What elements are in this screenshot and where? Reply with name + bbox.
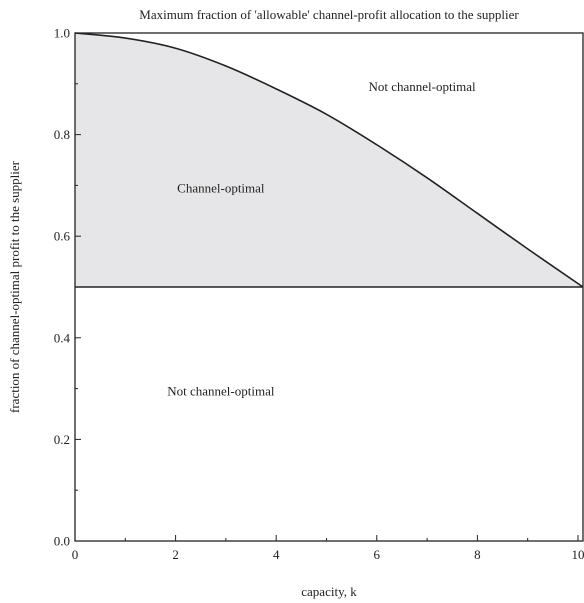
x-axis-label: capacity, k <box>301 584 357 599</box>
plot-area: 0 2 4 6 8 10 0.0 0.2 0.4 0.6 0.8 1.0 Not channel-opt… <box>54 26 584 563</box>
boundary-curve <box>74 32 584 288</box>
y-tick-label: 0.0 <box>54 534 70 549</box>
x-tick-label: 8 <box>474 547 481 562</box>
chart-title: Maximum fraction of 'allowable' channel-… <box>139 7 519 22</box>
x-tick-label: 6 <box>374 547 381 562</box>
y-tick-label: 1.0 <box>54 26 70 41</box>
x-tick-label: 2 <box>172 547 179 562</box>
region-annotation: Not channel-optimal <box>368 79 476 94</box>
x-tick-label: 4 <box>273 547 280 562</box>
x-tick-label: 0 <box>72 547 79 562</box>
region-annotation: Channel-optimal <box>177 180 265 195</box>
y-tick-label: 0.6 <box>54 229 71 244</box>
y-tick-label: 0.2 <box>54 432 70 447</box>
region-annotation: Not channel-optimal <box>167 384 275 399</box>
x-tick-label: 10 <box>571 547 584 562</box>
y-tick-label: 0.4 <box>54 330 71 345</box>
channel-optimal-region <box>75 33 583 287</box>
y-axis-label: fraction of channel-optimal profit to th… <box>7 160 22 413</box>
y-tick-label: 0.8 <box>54 127 70 142</box>
